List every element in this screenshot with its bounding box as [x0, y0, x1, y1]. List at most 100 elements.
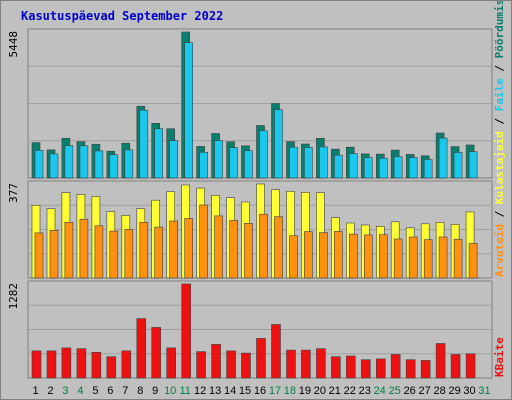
bar-arvuteid-16 [259, 213, 268, 279]
bar-kbaite-9 [151, 327, 161, 379]
bar-faile-9 [154, 128, 163, 179]
bar-faile-11 [184, 42, 193, 179]
bar-faile-19 [304, 147, 313, 179]
x-tick-label: 11 [179, 385, 190, 397]
bar-arvuteid-17 [274, 216, 283, 279]
legend-item: Pöördumisi [493, 1, 506, 58]
x-tick-label: 15 [239, 385, 251, 397]
bar-faile-29 [453, 152, 463, 179]
bar-kbaite-5 [91, 351, 102, 379]
bar-faile-20 [319, 146, 328, 179]
bar-arvuteid-22 [348, 233, 358, 279]
bar-kbaite-19 [301, 349, 311, 379]
bar-faile-24 [378, 157, 388, 179]
bar-arvuteid-25 [393, 238, 403, 279]
bar-faile-5 [94, 150, 104, 179]
legend-separator: / [493, 111, 506, 131]
bar-kbaite-18 [286, 349, 296, 379]
bar-faile-17 [274, 109, 283, 179]
bar-faile-3 [64, 145, 74, 179]
x-tick-label: 28 [433, 385, 445, 397]
bar-faile-13 [214, 140, 223, 179]
bar-arvuteid-13 [214, 215, 223, 279]
x-tick-label: 20 [314, 385, 326, 397]
bar-arvuteid-9 [154, 226, 163, 279]
x-tick-label: 21 [329, 385, 341, 397]
x-tick-label: 13 [209, 385, 221, 397]
bar-kbaite-16 [256, 338, 266, 379]
x-tick-label: 12 [194, 385, 206, 397]
bar-kbaite-17 [271, 324, 281, 379]
bar-faile-2 [49, 153, 59, 179]
x-tick-label: 1 [32, 385, 38, 397]
bar-arvuteid-28 [438, 236, 448, 279]
bar-arvuteid-15 [244, 223, 253, 279]
x-tick-label: 6 [107, 385, 113, 397]
x-tick-label: 4 [77, 385, 83, 397]
bar-kbaite-11 [181, 283, 191, 379]
x-tick-label: 17 [269, 385, 281, 397]
legend-separator: / [493, 58, 506, 78]
x-tick-label: 2 [47, 385, 53, 397]
bar-arvuteid-2 [49, 230, 59, 279]
bar-faile-30 [468, 151, 478, 179]
bar-arvuteid-1 [34, 232, 44, 279]
bar-arvuteid-26 [408, 236, 418, 279]
bar-arvuteid-14 [229, 220, 238, 279]
x-tick-label: 3 [62, 385, 68, 397]
bar-arvuteid-23 [363, 234, 373, 279]
bar-kbaite-29 [450, 354, 461, 379]
x-tick-label: 5 [92, 385, 98, 397]
bar-faile-28 [438, 137, 448, 179]
x-tick-label: 27 [418, 385, 430, 397]
legend-item: Arvuteid [493, 224, 506, 277]
legend-bottom: KBaite [493, 337, 506, 377]
bar-faile-1 [34, 150, 44, 179]
chart-title: Kasutuspäevad September 2022 [21, 9, 224, 23]
bar-faile-22 [348, 153, 358, 179]
bar-arvuteid-4 [79, 218, 89, 279]
bar-faile-16 [259, 130, 268, 179]
bar-kbaite-20 [316, 348, 326, 379]
x-tick-label: 31 [478, 385, 490, 397]
bar-arvuteid-6 [109, 230, 119, 279]
bar-faile-4 [79, 145, 89, 179]
bar-kbaite-1 [31, 350, 42, 379]
bar-arvuteid-7 [124, 229, 134, 279]
bar-kbaite-6 [106, 356, 117, 379]
bar-kbaite-22 [345, 355, 356, 379]
x-tick-label: 26 [404, 385, 416, 397]
x-tick-label: 14 [224, 385, 236, 397]
x-tick-label: 30 [463, 385, 475, 397]
bar-arvuteid-5 [94, 225, 104, 279]
bar-faile-10 [169, 140, 178, 179]
bar-faile-27 [423, 159, 433, 179]
bar-kbaite-27 [420, 360, 431, 379]
bar-arvuteid-29 [453, 238, 463, 279]
bar-arvuteid-21 [334, 231, 343, 279]
x-tick-label: 29 [448, 385, 460, 397]
legend-top: Arvuteid / Külastajaid / Faile / Pöördum… [493, 1, 506, 277]
bar-faile-15 [244, 150, 253, 179]
bar-kbaite-30 [465, 353, 476, 379]
bar-kbaite-26 [405, 359, 416, 379]
legend-item: Faile [493, 78, 506, 111]
legend-item: Külastajaid [493, 131, 506, 204]
x-tick-label: 18 [284, 385, 296, 397]
x-tick-label: 7 [122, 385, 128, 397]
bar-arvuteid-3 [64, 222, 74, 279]
bar-kbaite-25 [390, 354, 401, 379]
bar-kbaite-28 [435, 343, 446, 379]
legend-item: KBaite [493, 337, 506, 377]
bar-kbaite-24 [375, 358, 386, 379]
bar-kbaite-10 [166, 347, 176, 379]
bar-arvuteid-27 [423, 239, 433, 279]
bar-faile-18 [289, 146, 298, 179]
x-tick-label: 16 [254, 385, 266, 397]
bar-faile-23 [363, 157, 373, 179]
y-max-label-2: 377 [7, 183, 20, 203]
bar-arvuteid-24 [378, 234, 388, 279]
bar-kbaite-15 [241, 352, 251, 379]
